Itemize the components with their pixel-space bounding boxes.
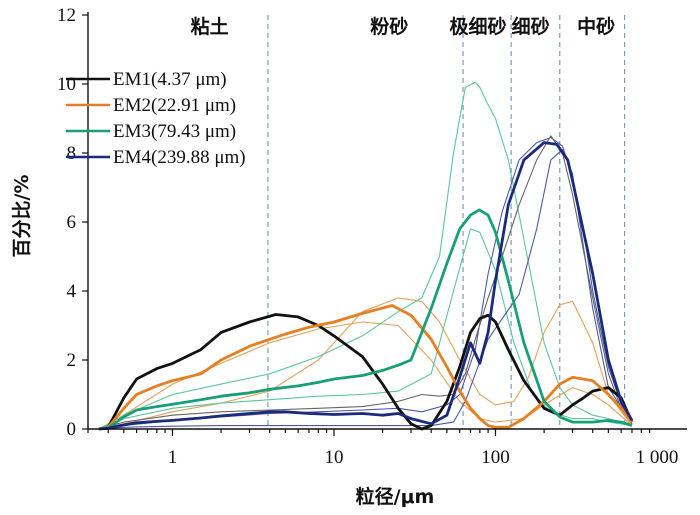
series-line-em2 bbox=[98, 304, 634, 431]
y-tick-label: 6 bbox=[67, 212, 77, 233]
x-axis-title: 粒径/μm bbox=[356, 485, 435, 508]
background-curve bbox=[98, 136, 633, 430]
x-tick-label: 10 bbox=[324, 447, 343, 468]
series-line-em3 bbox=[98, 208, 633, 431]
series-line-em1 bbox=[98, 313, 634, 431]
legend-label-em2: EM2(22.91 μm) bbox=[113, 95, 236, 116]
background-curve bbox=[98, 297, 633, 430]
series-lines bbox=[98, 141, 634, 431]
legend-label-em1: EM1(4.37 μm) bbox=[113, 69, 227, 90]
series-line-em4 bbox=[98, 141, 634, 431]
background-curve bbox=[98, 135, 633, 430]
y-tick-label: 8 bbox=[67, 143, 77, 164]
x-tick-label: 1 bbox=[168, 447, 178, 468]
y-tick-label: 0 bbox=[67, 419, 77, 440]
legend-label-em4: EM4(239.88 μm) bbox=[113, 147, 246, 168]
x-tick-label: 1 000 bbox=[636, 447, 679, 468]
y-tick-label: 12 bbox=[57, 5, 76, 26]
y-tick-label: 4 bbox=[67, 281, 77, 302]
size-class-label: 粉砂 bbox=[370, 15, 408, 38]
size-class-label: 细砂 bbox=[512, 15, 550, 38]
axes bbox=[82, 12, 687, 436]
y-tick-label: 10 bbox=[57, 74, 76, 95]
size-class-label: 中砂 bbox=[577, 15, 615, 38]
background-curve bbox=[98, 81, 633, 430]
x-tick-label: 100 bbox=[481, 447, 510, 468]
background-curve bbox=[98, 149, 633, 430]
background-curve bbox=[98, 228, 633, 430]
tick-labels: 0 2 4 6 8 10 12 1 10 100 1 000 bbox=[57, 5, 678, 468]
legend-label-em3: EM3(79.43 μm) bbox=[113, 121, 236, 142]
size-class-label: 粘土 bbox=[191, 16, 229, 38]
size-class-label: 极细砂 bbox=[450, 15, 507, 38]
region-labels: 粘土 粉砂 极细砂 细砂 中砂 bbox=[191, 15, 615, 38]
legend: EM1(4.37 μm) EM2(22.91 μm) EM3(79.43 μm) EM… bbox=[66, 69, 246, 168]
y-tick-label: 2 bbox=[67, 350, 77, 371]
y-axis-title: 百分比/% bbox=[11, 175, 33, 258]
